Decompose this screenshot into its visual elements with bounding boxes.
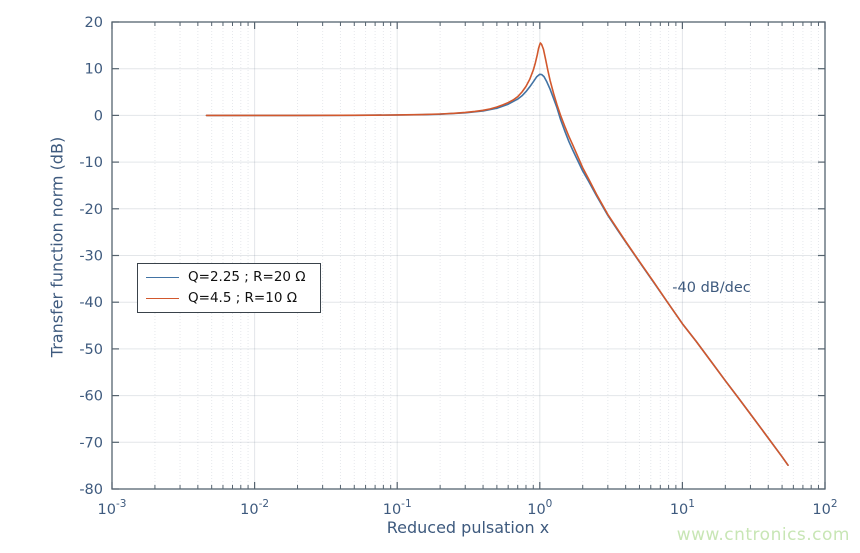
watermark: www.cntronics.com [676, 525, 850, 545]
legend-swatch-q4-5 [146, 298, 179, 299]
y-tick-label: -80 [79, 482, 103, 498]
x-tick-label: 100 [527, 498, 552, 518]
y-axis-label: Transfer function norm (dB) [47, 136, 67, 358]
slope-annotation: -40 dB/dec [672, 280, 751, 297]
y-tick-label: -70 [79, 435, 103, 451]
curve-q4-5 [205, 42, 789, 467]
y-tick-label: -10 [79, 155, 103, 171]
y-tick-label: 20 [85, 15, 103, 31]
y-tick-label: -30 [79, 249, 103, 265]
x-tick-label: 10-2 [240, 498, 269, 518]
y-tick-label: -20 [79, 202, 103, 218]
x-axis-label: Reduced pulsation x [386, 518, 550, 537]
legend-item: Q=4.5 ; R=10 Ω [146, 290, 306, 307]
legend-label-q4-5: Q=4.5 ; R=10 Ω [188, 290, 298, 306]
legend-swatch-q2-25 [146, 277, 179, 278]
x-tick-label: 101 [670, 498, 695, 518]
legend-label-q2-25: Q=2.25 ; R=20 Ω [188, 269, 306, 285]
y-tick-label: -40 [79, 295, 103, 311]
x-tick-label: 10-1 [383, 498, 412, 518]
y-tick-label: 10 [85, 62, 103, 78]
legend-item: Q=2.25 ; R=20 Ω [146, 269, 306, 286]
x-tick-label: 102 [812, 498, 837, 518]
legend: Q=2.25 ; R=20 Ω Q=4.5 ; R=10 Ω [137, 263, 321, 313]
y-tick-label: -50 [79, 342, 103, 358]
y-tick-label: -60 [79, 389, 103, 405]
y-tick-label: 0 [94, 108, 103, 124]
x-tick-label: 10-3 [98, 498, 127, 518]
